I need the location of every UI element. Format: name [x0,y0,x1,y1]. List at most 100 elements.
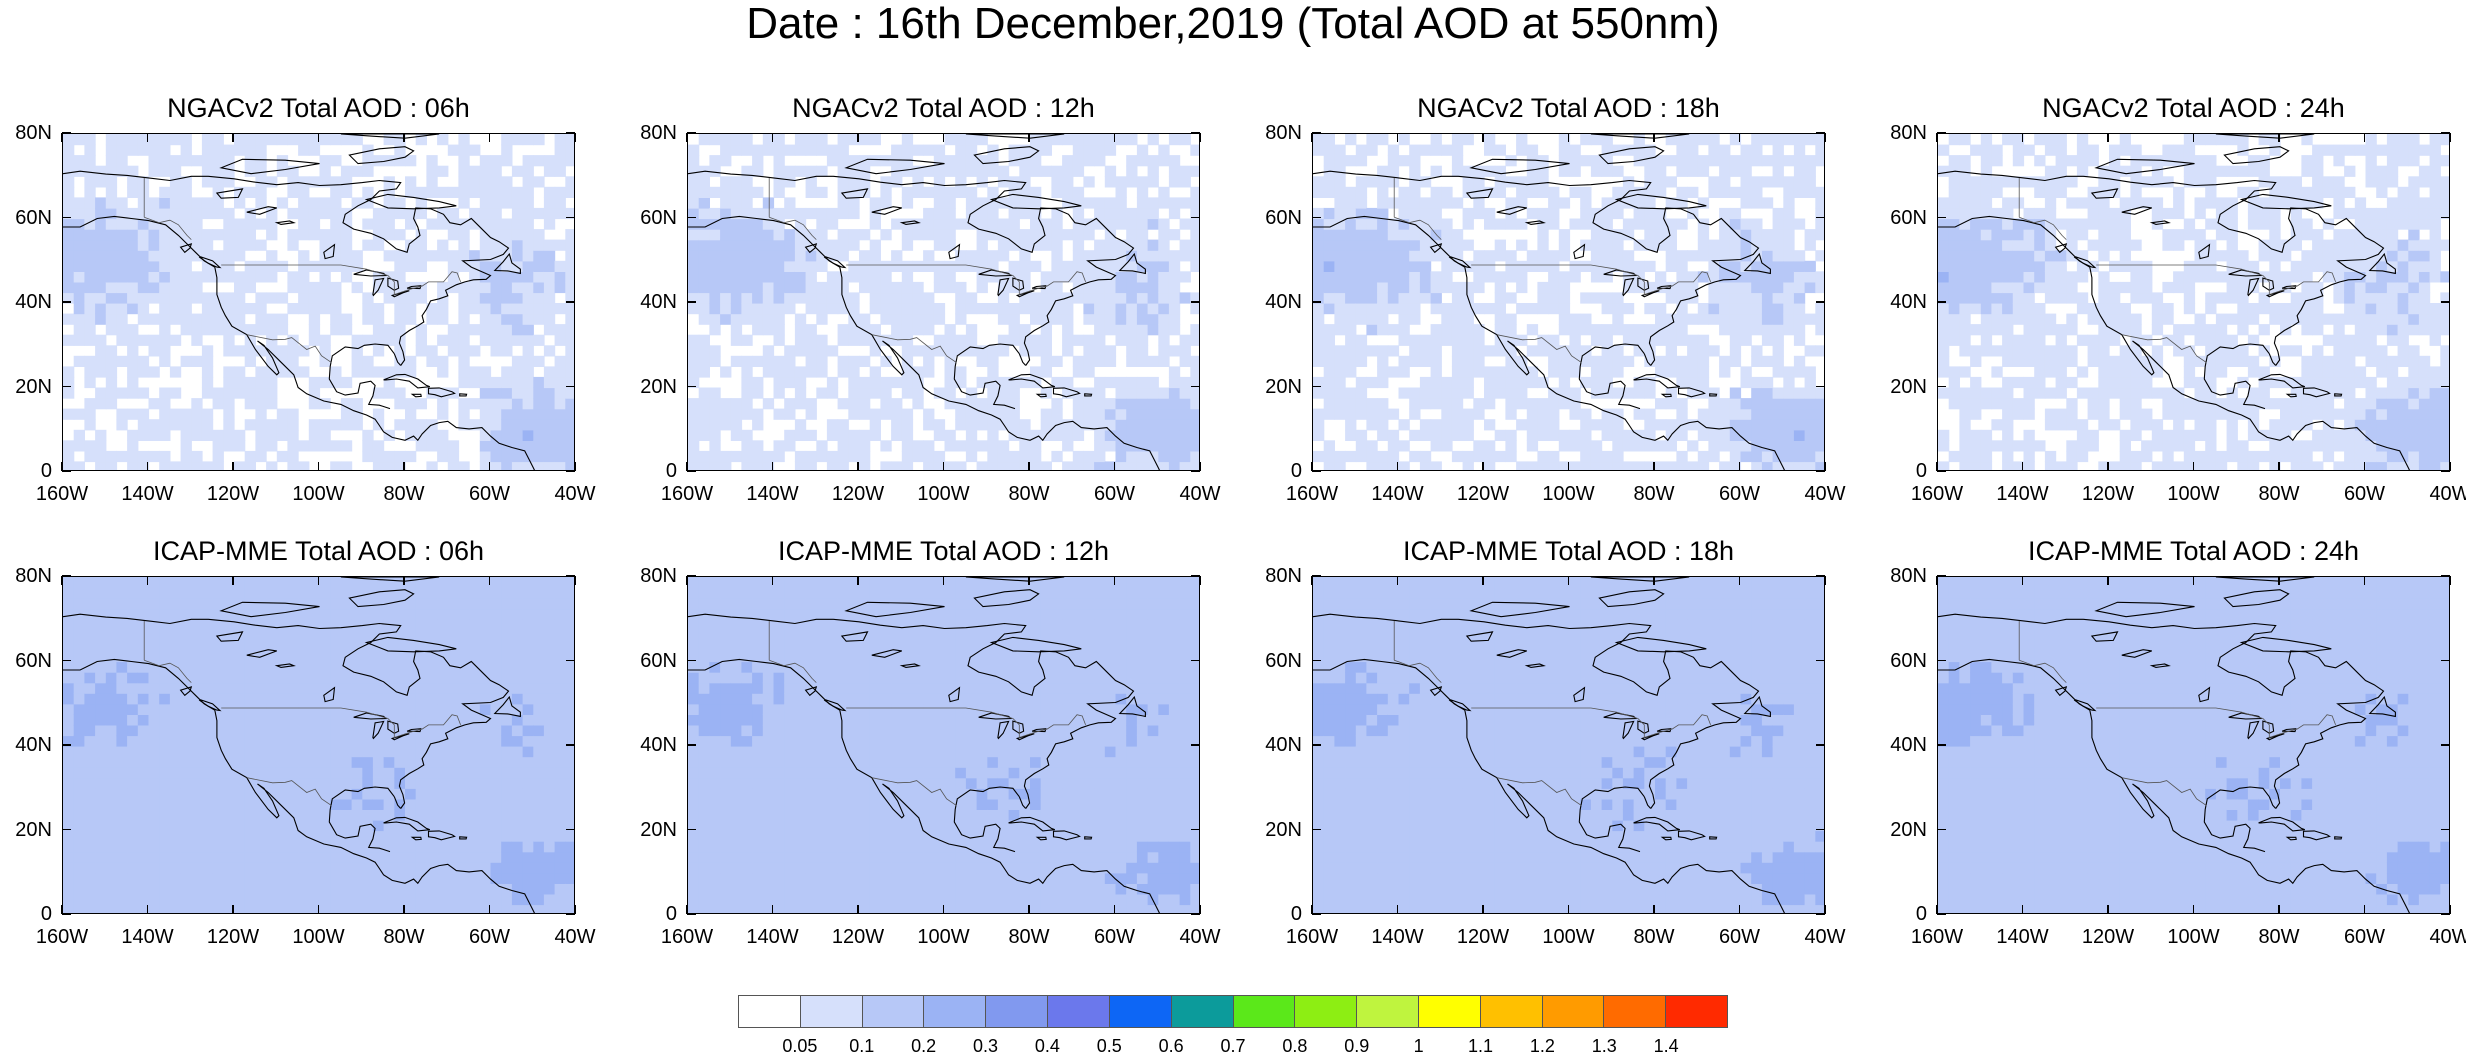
lon-tick-mark [857,133,859,142]
colorbar-swatch [1480,996,1543,1027]
colorbar-label: 0.4 [1034,1036,1060,1056]
lat-tick-label: 0 [1915,903,1927,925]
lon-tick-mark [2107,576,2109,585]
lon-tick-mark [1482,133,1484,142]
lon-tick-mark [403,905,405,914]
country-borders [1393,177,1711,363]
lon-tick-mark [61,576,63,585]
lon-tick-mark [488,576,491,585]
lat-tick-mark [1816,659,1825,662]
lon-tick-mark [2107,462,2109,471]
lat-tick-mark [62,216,71,219]
lat-tick-mark [1937,659,1946,662]
lat-tick-mark [1191,301,1200,303]
aod-field [1313,577,1824,913]
coastlines [1938,134,2411,470]
lat-tick-mark [1816,132,1825,134]
lon-tick-label: 120W [2081,926,2135,948]
lon-tick-label: 140W [121,483,174,505]
lon-tick-label: 40W [1179,926,1221,948]
lat-tick-mark [1816,216,1825,219]
lat-tick-mark [566,913,575,915]
lat-tick-mark [687,216,696,219]
lon-tick-mark [1482,576,1484,585]
lat-tick-label: 0 [1290,903,1302,925]
colorbar-swatch [1666,996,1727,1027]
colorbar-label: 1.4 [1653,1036,1679,1056]
lat-tick-mark [566,470,575,472]
map-plot [62,576,575,914]
lon-tick-mark [488,905,491,914]
lon-tick-mark [2021,905,2024,914]
lat-tick-mark [1312,913,1321,915]
lon-tick-label: 160W [1910,483,1964,505]
lon-tick-mark [1738,133,1741,142]
lat-tick-label: 20N [1265,375,1302,398]
lat-tick-mark [1191,385,1200,388]
map-plot [1937,576,2450,914]
map-panel: ICAP-MME Total AOD : 24h 80N 60N 40N 20N 0 160… [1890,536,2466,948]
colorbar-label: 0.05 [782,1036,818,1056]
lat-tick-label: 0 [40,460,52,482]
lon-tick-mark [1113,462,1116,471]
lon-tick-mark [2449,462,2451,471]
lon-tick-label: 160W [35,483,89,505]
lon-tick-mark [1396,133,1399,142]
lat-tick-mark [687,301,696,303]
coastlines [63,577,536,913]
colorbar-label: 0.3 [972,1036,999,1056]
lon-tick-mark [2449,133,2451,142]
lat-tick-label: 60N [640,206,677,229]
lat-tick-mark [62,470,71,472]
map-plot [687,576,1200,914]
lat-tick-mark [1191,216,1200,219]
lon-tick-mark [146,905,149,914]
lon-tick-mark [1113,905,1116,914]
lon-tick-mark [403,133,405,142]
lat-tick-mark [1816,913,1825,915]
lat-tick-label: 80N [1890,565,1927,587]
map-plot [1312,133,1825,471]
lat-tick-mark [2441,913,2450,915]
colorbar-label: 0.7 [1220,1036,1246,1056]
lon-tick-mark [574,905,576,914]
lon-tick-mark [1653,462,1655,471]
lon-tick-mark [61,133,63,142]
lat-tick-mark [566,828,575,831]
lon-tick-mark [1738,905,1741,914]
lon-tick-mark [942,905,945,914]
lon-tick-mark [488,133,491,142]
lon-tick-mark [1396,576,1399,585]
lon-tick-label: 100W [2167,483,2220,505]
lat-tick-label: 0 [1290,460,1302,482]
panel-title: NGACv2 Total AOD : 24h [2042,93,2345,123]
lon-tick-mark [686,133,688,142]
lon-tick-label: 160W [1910,926,1964,948]
lat-tick-label: 60N [15,649,52,672]
panel-title: NGACv2 Total AOD : 12h [792,93,1095,123]
lon-tick-mark [2363,133,2366,142]
lat-tick-mark [62,132,71,134]
panel-title: NGACv2 Total AOD : 18h [1417,93,1720,123]
lon-tick-mark [61,462,63,471]
lon-tick-label: 60W [2343,926,2386,948]
panel-title: ICAP-MME Total AOD : 12h [777,536,1110,566]
lon-tick-mark [2021,462,2024,471]
map-panel: NGACv2 Total AOD : 12h 80N 60N 40N 20N 0 160W 1… [640,93,1220,505]
lon-tick-label: 140W [1371,483,1424,505]
lon-tick-label: 100W [292,483,345,505]
lon-tick-mark [403,462,405,471]
aod-map [1938,577,2449,913]
country-borders [143,177,461,363]
lat-tick-label: 60N [640,649,677,672]
lon-tick-mark [1936,576,1938,585]
lat-tick-mark [566,744,575,746]
lat-tick-mark [687,659,696,662]
lat-tick-label: 0 [665,460,677,482]
lon-tick-mark [771,462,774,471]
lon-tick-mark [771,576,774,585]
lat-tick-mark [1191,828,1200,831]
lon-tick-label: 160W [1285,483,1339,505]
lon-tick-label: 60W [2343,483,2386,505]
colorbar-label: 1 [1413,1036,1424,1056]
